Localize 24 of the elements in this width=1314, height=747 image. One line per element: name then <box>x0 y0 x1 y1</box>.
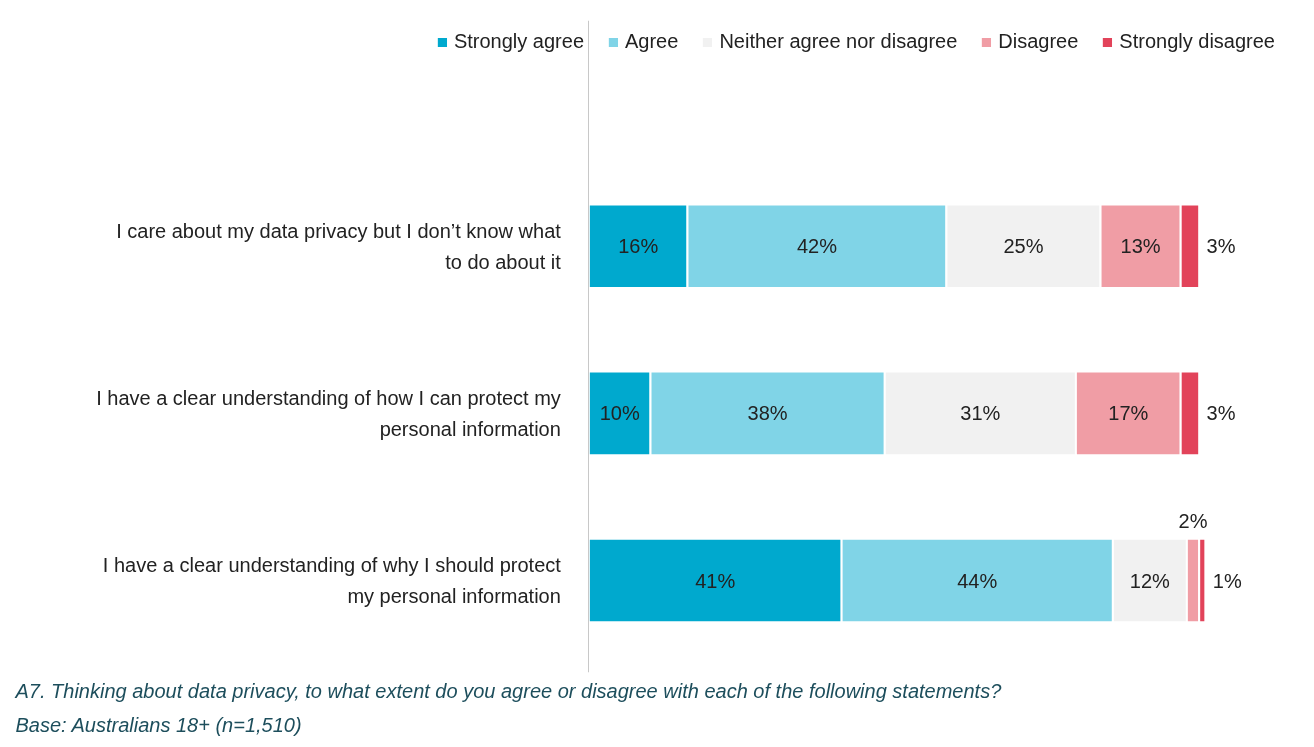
text: A7. Thinking about data privacy, to what extent do you agree or disagree with each of the following statements? Base: Australians 18+ (n=1,510) <box>14 679 1003 736</box>
data-label: 41% <box>695 569 736 592</box>
data-label: 25% <box>1003 235 1044 258</box>
data-label: 38% <box>747 402 788 425</box>
data-label: 3% <box>1206 402 1236 425</box>
data-label: 3% <box>1206 235 1236 258</box>
data-label: 2% <box>1178 510 1208 533</box>
legend-label: Agree <box>625 30 679 53</box>
data-label: 10% <box>599 402 640 425</box>
legend-label: Disagree <box>998 30 1079 53</box>
legend-label: Strongly disagree <box>1119 30 1275 53</box>
data-label: 13% <box>1120 235 1161 258</box>
data-label: 42% <box>796 235 838 258</box>
data-label: 12% <box>1129 569 1171 592</box>
legend-label: Strongly agree <box>453 30 584 53</box>
data-label: 16% <box>618 235 659 258</box>
y-tick-label: I have a clear understanding of how I can protect my personal information <box>96 386 561 440</box>
y-tick-label: I have a clear understanding of why I should protect my personal information <box>102 554 562 607</box>
data-label: 17% <box>1108 402 1149 425</box>
data-label: 31% <box>960 402 1001 425</box>
y-tick-label: I care about my data privacy but I don’t know what to do about it <box>116 219 562 273</box>
data-label: 1% <box>1212 569 1242 592</box>
data-label: 44% <box>957 569 998 592</box>
legend-label: Neither agree nor disagree <box>719 30 958 53</box>
